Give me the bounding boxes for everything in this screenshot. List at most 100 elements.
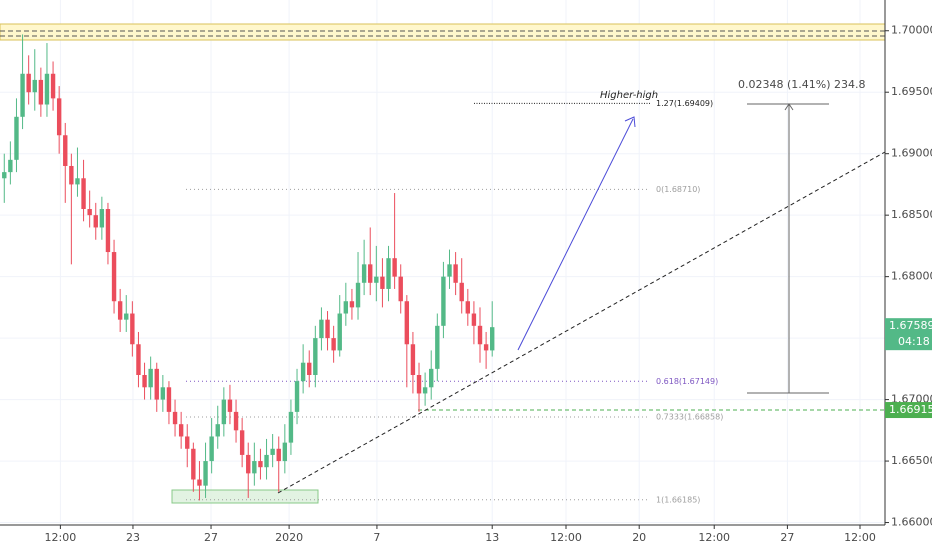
candle-body [178,424,184,437]
candle-body [185,436,190,449]
candle-body [252,461,257,474]
candle-body [349,301,355,308]
y-tick-label: 1.68000 [891,270,932,283]
y-tick-label: 1.70000 [891,24,932,37]
candle-body [69,165,74,185]
support-box [171,489,319,504]
candle-body [246,454,251,474]
candle-body [490,327,495,351]
candle-body [81,178,86,210]
candle-body [477,325,483,345]
candle-body [337,313,342,351]
fib-label: 1.27(1.69409) [656,99,713,108]
measure-arrow [784,103,794,111]
candle-body [386,258,391,289]
candle-body [380,276,385,289]
candle-body [441,276,446,326]
candle-body [325,319,330,339]
candle-body [142,375,147,388]
candle-body [124,313,129,320]
candle-body [319,319,324,339]
candle-body [99,209,105,228]
measure-label: 0.02348 (1.41%) 234.8 [738,78,866,91]
candle-body [258,461,263,468]
candle-body [227,399,233,412]
candle-body [172,411,178,425]
candle-body [44,73,50,105]
candle-body [87,209,92,216]
arrow-head [624,116,636,128]
candle-body [422,387,428,394]
candles [2,34,495,501]
candle-body [300,362,306,382]
arrow [517,118,634,351]
countdown: 04:18 [898,335,930,348]
candle-body [191,448,196,480]
candle-body [429,368,434,388]
candle-body [221,399,227,425]
candle-body [111,252,117,302]
x-tick-label: 27 [204,531,218,544]
candle-body [105,209,111,253]
candle-body [215,424,220,437]
y-tick-label: 1.66000 [891,516,932,529]
candle-body [148,368,153,388]
candle-body [20,73,25,117]
candle-body [160,387,166,400]
candle-body [435,325,440,369]
x-tick-label: 12:00 [844,531,876,544]
candle-body [56,98,62,136]
candle-body [264,454,269,468]
axis-labels: 1.660001.665001.670001.675001.680001.685… [45,24,932,544]
x-tick-label: 12:00 [698,531,730,544]
last-price-label: 1.67589 [889,319,932,332]
x-tick-label: 20 [632,531,646,544]
candle-body [2,172,7,179]
candle-body [203,461,208,486]
candle-body [392,258,397,277]
fib-label: 0.618(1.67149) [656,377,718,386]
candle-body [343,301,349,314]
candle-body [8,159,13,173]
candle-body [361,264,367,283]
candle-body [50,73,56,99]
candle-body [374,276,379,283]
annotation: Higher-high [600,90,658,101]
candle-body [136,344,141,375]
candle-body [209,436,214,462]
x-tick-label: 7 [373,531,380,544]
candle-body [288,411,294,443]
candle-body [465,301,471,314]
candle-body [93,215,98,228]
candle-body [368,264,373,283]
candle-body [197,479,202,486]
x-tick-label: 2020 [275,531,303,544]
candle-body [154,368,159,400]
x-tick-label: 23 [126,531,140,544]
candle-body [38,79,44,105]
candle-body [294,381,300,412]
candle-body [307,362,312,375]
y-tick-label: 1.69000 [891,147,932,160]
candle-body [447,264,452,277]
fib-label: 0.7333(1.66858) [656,413,723,422]
price-line-label: 1.66915 [889,403,932,416]
candle-body [276,448,281,462]
candle-body [239,430,245,455]
y-tick-label: 1.66500 [891,454,932,467]
fib-label: 0(1.68710) [656,185,700,194]
x-tick-label: 12:00 [45,531,77,544]
candle-body [398,276,403,302]
candle-body [75,178,80,185]
y-tick-label: 1.68500 [891,208,932,221]
candle-body [32,79,37,93]
x-tick-label: 27 [780,531,794,544]
candle-body [63,135,68,166]
price-line-box [885,402,932,419]
candle-body [453,264,458,283]
candle-body [410,344,416,375]
candle-body [130,313,135,345]
x-tick-label: 13 [485,531,499,544]
